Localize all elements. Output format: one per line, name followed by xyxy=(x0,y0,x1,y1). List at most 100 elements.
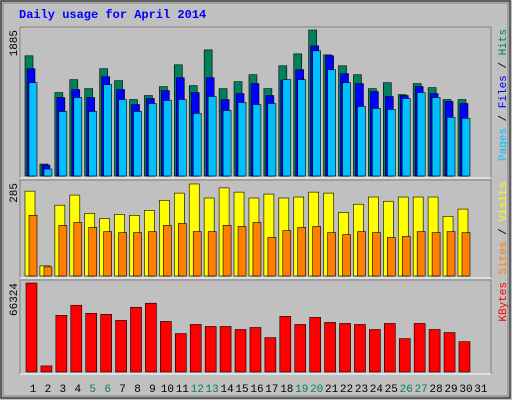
bar xyxy=(297,79,307,177)
bar xyxy=(28,82,38,177)
bar xyxy=(28,215,38,277)
bar xyxy=(192,231,202,277)
bar xyxy=(294,324,307,373)
legend: Pages / Files / Hits xyxy=(498,29,510,161)
bar xyxy=(178,223,187,277)
x-tick-label: 5 xyxy=(89,384,96,396)
bar xyxy=(207,96,217,177)
bar xyxy=(458,341,471,373)
bar xyxy=(387,237,396,277)
bar xyxy=(88,111,98,177)
y-tick-label: 1885 xyxy=(9,30,21,56)
bar xyxy=(357,231,366,277)
bar xyxy=(43,168,53,177)
bar xyxy=(264,337,277,373)
bar xyxy=(222,110,232,177)
x-tick-label: 13 xyxy=(206,384,219,396)
legend-separator: / xyxy=(498,222,510,242)
bar xyxy=(25,282,38,373)
bar xyxy=(252,104,262,177)
bar xyxy=(73,222,83,277)
x-tick-label: 27 xyxy=(415,384,428,396)
x-tick-label: 12 xyxy=(191,384,204,396)
legend: Sites / Visits xyxy=(498,182,510,274)
x-tick-label: 9 xyxy=(149,384,156,396)
bar xyxy=(279,316,292,373)
bar xyxy=(237,102,247,177)
x-tick-label: 15 xyxy=(235,384,248,396)
bar xyxy=(219,326,232,373)
legend: KBytes xyxy=(498,282,510,322)
bar xyxy=(175,333,187,373)
x-tick-label: 25 xyxy=(385,384,398,396)
x-tick-label: 3 xyxy=(60,384,67,396)
bar xyxy=(369,329,381,373)
x-tick-label: 8 xyxy=(134,384,141,396)
bar xyxy=(327,232,336,277)
bar xyxy=(70,304,83,373)
bar xyxy=(234,329,247,373)
legend-entry: Visits xyxy=(498,182,510,222)
chart-title: Daily usage for April 2014 xyxy=(19,8,206,22)
bar xyxy=(267,237,277,277)
bar xyxy=(339,323,351,373)
bar xyxy=(401,236,411,277)
frame-inner xyxy=(2,2,509,397)
bar xyxy=(443,332,456,373)
bar xyxy=(354,324,366,373)
x-tick-label: 6 xyxy=(104,384,111,396)
bar xyxy=(324,322,336,373)
x-tick-label: 28 xyxy=(430,384,443,396)
bar xyxy=(73,97,83,177)
x-tick-label: 31 xyxy=(474,384,488,396)
legend-entry: Files xyxy=(498,75,510,108)
x-tick-label: 30 xyxy=(459,384,472,396)
x-tick-label: 10 xyxy=(161,384,174,396)
bar xyxy=(130,306,142,373)
bar xyxy=(85,313,98,373)
x-tick-label: 26 xyxy=(400,384,413,396)
bar xyxy=(100,314,112,373)
bar xyxy=(204,326,217,373)
bar xyxy=(189,324,202,373)
bar xyxy=(133,232,142,277)
bar xyxy=(416,231,426,277)
x-tick-label: 22 xyxy=(340,384,353,396)
bar xyxy=(372,232,381,277)
bar xyxy=(327,69,336,177)
bar xyxy=(342,234,351,277)
x-tick-label: 21 xyxy=(325,384,339,396)
bar xyxy=(160,321,172,373)
bar xyxy=(178,99,187,177)
bar xyxy=(342,82,351,177)
bar xyxy=(312,50,321,177)
bar xyxy=(282,79,292,177)
x-tick-label: 4 xyxy=(74,384,81,396)
legend-separator: / xyxy=(498,108,510,128)
x-tick-label: 19 xyxy=(295,384,308,396)
bar xyxy=(461,118,471,177)
bar xyxy=(357,106,366,177)
x-tick-label: 1 xyxy=(30,384,37,396)
bar xyxy=(145,302,157,373)
bar xyxy=(431,97,441,177)
x-tick-label: 14 xyxy=(220,384,234,396)
bar xyxy=(387,109,396,177)
x-tick-label: 23 xyxy=(355,384,368,396)
bar xyxy=(55,315,68,373)
x-tick-label: 18 xyxy=(280,384,293,396)
bar xyxy=(461,232,471,277)
bar xyxy=(118,99,127,177)
bar xyxy=(148,103,157,177)
bar xyxy=(413,323,426,373)
x-tick-label: 7 xyxy=(119,384,126,396)
bar xyxy=(309,317,321,373)
x-tick-label: 2 xyxy=(45,384,52,396)
bar xyxy=(163,225,172,277)
bar xyxy=(428,329,441,373)
x-tick-label: 29 xyxy=(444,384,457,396)
legend-entry: Hits xyxy=(498,29,510,55)
legend-entry: Sites xyxy=(498,241,510,274)
